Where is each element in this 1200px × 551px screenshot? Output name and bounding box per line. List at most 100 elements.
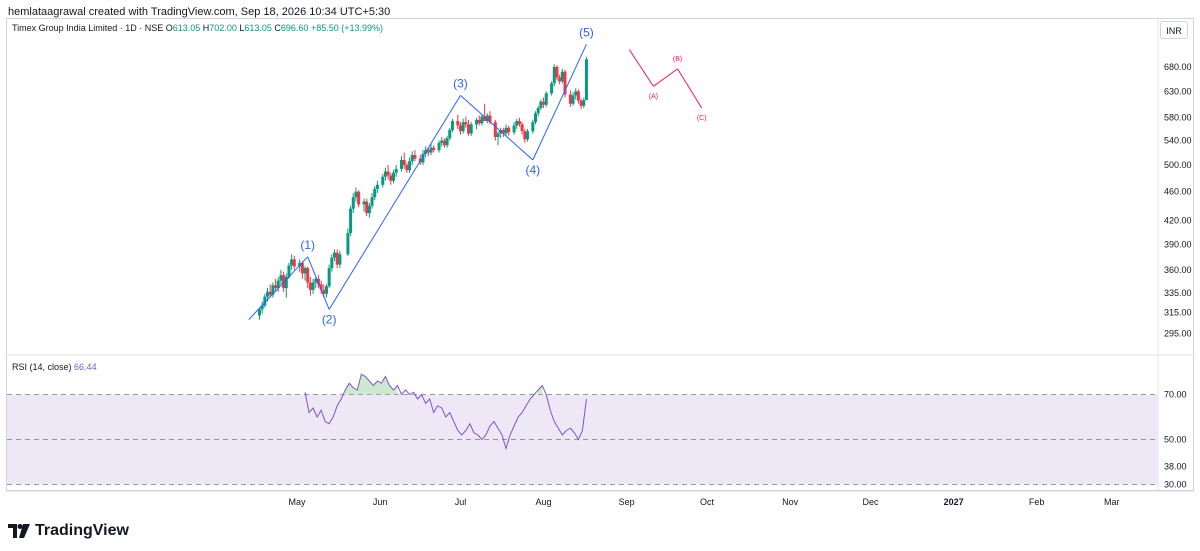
candle-body	[574, 91, 578, 96]
candle-body	[375, 184, 379, 189]
candle	[402, 152, 406, 169]
corrective-label: (C)	[697, 115, 707, 122]
candle	[523, 128, 527, 143]
candle-body	[335, 252, 339, 265]
candle	[442, 138, 446, 148]
wave-line	[248, 256, 309, 320]
candle	[257, 307, 261, 320]
candle-body	[290, 259, 294, 266]
candle-body	[268, 291, 272, 295]
price-tick-label: 295.00	[1164, 328, 1192, 338]
candle	[421, 150, 425, 166]
symbol-name: Timex Group India Limited · 1D · NSE	[12, 23, 164, 33]
candle	[542, 97, 546, 108]
candle	[464, 116, 468, 128]
candle-body	[442, 140, 446, 146]
candle	[501, 127, 505, 137]
candle-body	[362, 201, 366, 205]
candle-body	[316, 278, 320, 285]
candle-body	[536, 107, 540, 114]
candle	[314, 277, 318, 289]
candle-body	[515, 121, 519, 126]
candle	[552, 64, 556, 87]
candle	[563, 69, 567, 98]
candle	[308, 277, 312, 296]
candle	[469, 122, 473, 136]
price-tick-label: 420.00	[1164, 216, 1192, 226]
candle	[362, 198, 366, 212]
price-legend: Timex Group India Limited · 1D · NSE O61…	[12, 23, 383, 33]
candle-body	[576, 91, 580, 101]
candle	[410, 151, 414, 166]
open-value: 613.05	[172, 23, 201, 33]
candle-body	[314, 278, 318, 283]
candle-body	[300, 262, 304, 274]
high-key: H	[202, 23, 210, 33]
candle-body	[292, 259, 296, 267]
wave-line	[532, 44, 587, 161]
candle	[333, 249, 337, 262]
wave-line	[460, 95, 534, 161]
candle	[357, 190, 361, 208]
rsi-line	[304, 373, 587, 451]
candle-body	[421, 153, 425, 163]
rsi-value: 66.44	[74, 362, 97, 372]
candle	[480, 114, 484, 126]
candle	[448, 127, 452, 141]
candle	[450, 118, 454, 133]
candle	[571, 92, 575, 106]
close-value: 696.60	[280, 23, 309, 33]
candle	[279, 269, 283, 285]
time-tick-label: Nov	[782, 497, 799, 507]
price-tick-label: 680.00	[1164, 62, 1192, 72]
candle-body	[464, 122, 468, 125]
wave-line	[328, 95, 461, 310]
candle	[383, 167, 387, 181]
time-tick-label: Aug	[536, 497, 552, 507]
candle	[445, 135, 449, 148]
candle-body	[284, 277, 288, 289]
candle	[354, 187, 358, 202]
candle-body	[400, 159, 404, 169]
candle	[263, 293, 267, 308]
wave-label: (3)	[453, 76, 468, 90]
candle-body	[552, 66, 556, 84]
candle	[290, 254, 294, 270]
candle	[375, 180, 379, 194]
wave-label: (2)	[322, 312, 337, 326]
candle-body	[287, 265, 291, 278]
candle	[284, 273, 288, 298]
candle-body	[394, 168, 398, 173]
candle-body	[274, 285, 278, 289]
candle	[437, 140, 441, 153]
candle	[268, 284, 272, 298]
candle	[389, 172, 393, 185]
candle-body	[550, 83, 554, 94]
currency-button[interactable]: INR	[1160, 21, 1188, 39]
candle-body	[517, 121, 521, 125]
candle-body	[542, 101, 546, 105]
candle	[408, 157, 412, 173]
price-tick-label: 500.00	[1164, 160, 1192, 170]
candle-body	[544, 93, 548, 105]
candle	[282, 271, 286, 292]
time-tick-label: Jun	[373, 497, 388, 507]
candle	[306, 266, 310, 289]
candle-body	[437, 142, 441, 151]
wave-line	[307, 256, 330, 310]
candle	[517, 117, 521, 127]
rsi-tick-label: 38.00	[1164, 462, 1187, 472]
corrective-label: (A)	[649, 93, 658, 100]
tradingview-logo[interactable]: TradingView	[8, 522, 129, 540]
candle	[370, 193, 374, 209]
candle-body	[324, 286, 328, 294]
candle-body	[333, 252, 337, 258]
candle	[520, 122, 524, 135]
candle-body	[282, 275, 286, 289]
candle	[582, 97, 586, 108]
candle	[351, 193, 355, 214]
candle	[539, 99, 543, 111]
candle-body	[450, 121, 454, 131]
low-key: L	[239, 23, 245, 33]
